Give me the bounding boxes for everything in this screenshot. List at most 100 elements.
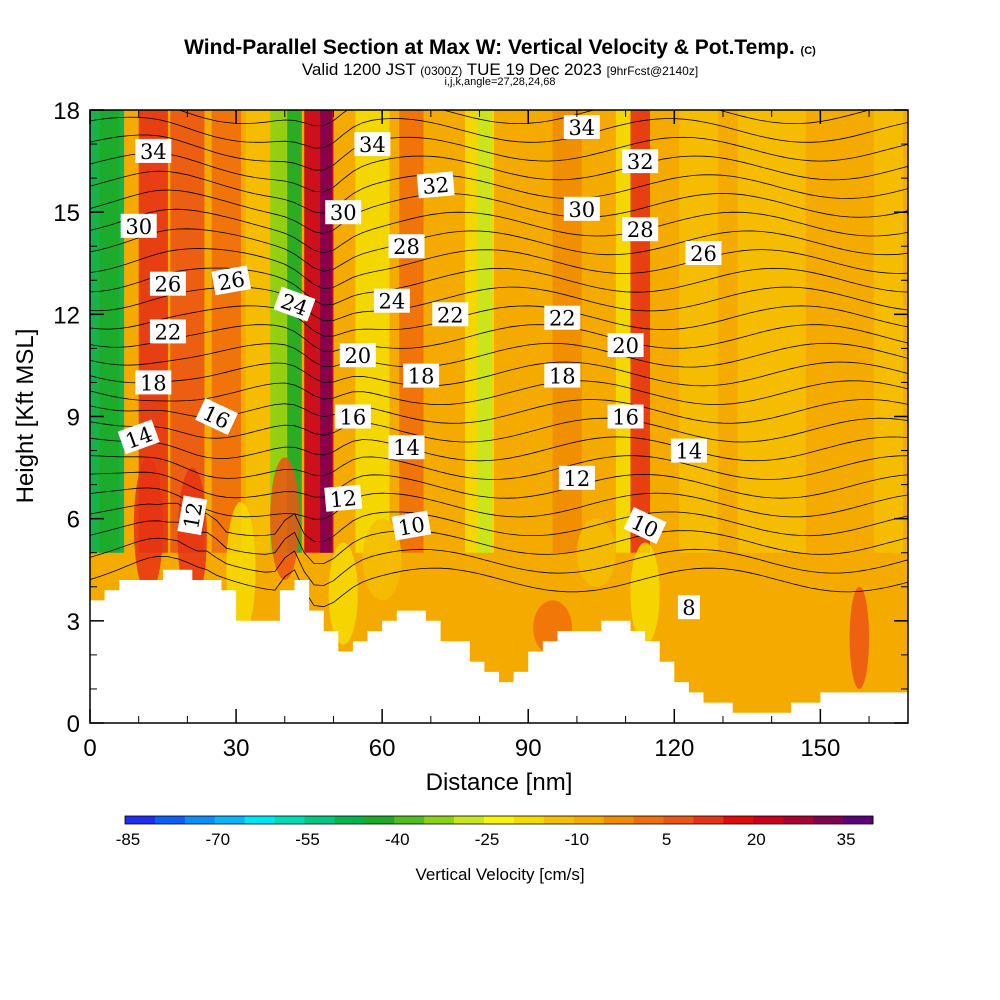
colorbar-tick-label-4: -25: [475, 830, 500, 849]
contour-label-box: [670, 438, 707, 463]
colorbar-swatch-8: [364, 816, 395, 824]
contour-label-text: 10: [396, 512, 426, 540]
contour-line-2: [90, 520, 908, 565]
colorbar-swatch-12: [484, 816, 515, 824]
contour-line-14: [90, 305, 908, 337]
contour-label-15: 22: [149, 319, 186, 344]
contour-label-box: [685, 241, 722, 265]
x-tick-label-1: 30: [223, 735, 250, 762]
contour-line-27: [90, 62, 908, 86]
contour-label-text: 14: [676, 440, 703, 464]
contour-label-text: 26: [690, 242, 717, 266]
colorbar-swatch-15: [573, 816, 605, 824]
colorbar-swatch-5: [274, 816, 306, 824]
velocity-column-10: [355, 110, 390, 553]
contour-label-31: 12: [558, 465, 595, 491]
contour-line-24: [90, 116, 908, 149]
velocity-column-9: [320, 110, 333, 553]
valid-date: TUE 19 Dec 2023: [466, 60, 602, 79]
contour-label-9: 28: [622, 217, 659, 242]
contour-line-18: [90, 228, 908, 272]
contour-label-22: 18: [544, 363, 581, 389]
contour-label-25: 16: [607, 404, 644, 430]
contour-label-box: [607, 333, 644, 357]
y-tick-label-4: 12: [53, 302, 80, 329]
contour-line-6: [90, 455, 908, 480]
contour-label-box: [325, 200, 362, 225]
contour-line-13: [90, 324, 908, 352]
colorbar-tick-label-7: 20: [747, 830, 766, 849]
contour-label-box: [544, 363, 581, 388]
contour-line-23: [90, 134, 908, 171]
contour-label-text: 32: [627, 150, 654, 174]
contour-line-26: [90, 81, 908, 105]
contour-label-box: [403, 363, 440, 388]
contour-label-text: 28: [393, 235, 420, 259]
contour-label-box: [149, 271, 186, 296]
velocity-cell-8: [576, 518, 616, 587]
contour-label-box: [563, 115, 600, 139]
colorbar-swatch-4: [244, 816, 276, 824]
contour-label-box: [544, 305, 581, 330]
colorbar-swatch-16: [603, 816, 635, 824]
contour-label-box: [195, 398, 238, 435]
colorbar-swatch-11: [454, 816, 485, 824]
contour-label-box: [391, 510, 432, 541]
colorbar: -85 -70 -55 -40 -25 -10 5 20 35: [116, 815, 874, 849]
contour-label-box: [388, 234, 425, 259]
terrain: [90, 569, 908, 723]
contour-line-12: [90, 342, 908, 368]
contour-line-3: [90, 502, 908, 542]
contour-label-18: 20: [339, 343, 376, 368]
contour-label-28: 14: [670, 438, 707, 464]
x-tick-label-2: 60: [369, 735, 396, 762]
y-tick-label-6: 18: [53, 98, 80, 125]
contour-label-text: 20: [344, 344, 371, 368]
contour-label-text: 18: [549, 365, 576, 389]
colorbar-swatch-18: [663, 816, 694, 824]
velocity-column-19: [873, 110, 904, 553]
x-tick-label-4: 120: [654, 735, 694, 762]
y-tick-label-5: 15: [53, 200, 80, 227]
contour-line-10: [90, 380, 908, 406]
colorbar-swatch-0: [125, 816, 156, 824]
colorbar-tick-label-2: -55: [295, 830, 320, 849]
velocity-column-18: [737, 110, 806, 553]
contour-label-text: 34: [359, 133, 386, 157]
colorbar-swatch-21: [753, 816, 784, 824]
x-tick-label-5: 150: [800, 735, 840, 762]
contour-label-16: 22: [432, 302, 469, 327]
contour-label-3: 32: [416, 171, 455, 199]
contour-line-22: [90, 152, 908, 193]
contour-label-text: 34: [140, 140, 167, 164]
contour-label-34: 8: [677, 595, 700, 620]
contour-label-box: [177, 495, 208, 536]
velocity-cell-6: [630, 542, 660, 645]
velocity-cell-0: [133, 457, 164, 594]
contour-label-text: 30: [330, 201, 357, 225]
velocity-column-1: [99, 110, 120, 553]
contour-line-5: [90, 471, 908, 499]
contour-label-19: 20: [607, 333, 644, 358]
colorbar-swatch-24: [843, 816, 874, 824]
velocity-column-13: [477, 110, 492, 553]
contour-label-11: 26: [211, 265, 252, 296]
colorbar-swatch-20: [723, 816, 754, 824]
contour-line-25: [177, 110, 871, 127]
contour-label-10: 26: [149, 271, 186, 297]
contour-label-box: [354, 132, 391, 157]
contour-label-30: 12: [324, 484, 363, 512]
contour-label-box: [149, 319, 186, 344]
contour-label-text: 20: [612, 334, 639, 358]
colorbar-label: Vertical Velocity [cm/s]: [415, 865, 584, 884]
contour-label-text: 22: [155, 320, 182, 344]
contour-label-box: [211, 265, 252, 296]
contour-label-box: [373, 288, 410, 313]
velocity-column-4: [211, 110, 241, 553]
y-axis-label: Height [Kft MSL]: [12, 329, 39, 504]
valid-utc: (0300Z): [420, 64, 463, 78]
contour-label-text: 26: [155, 273, 182, 297]
contour-label-1: 34: [354, 132, 391, 157]
chart-title-main: Wind-Parallel Section at Max W: Vertical…: [184, 36, 795, 59]
